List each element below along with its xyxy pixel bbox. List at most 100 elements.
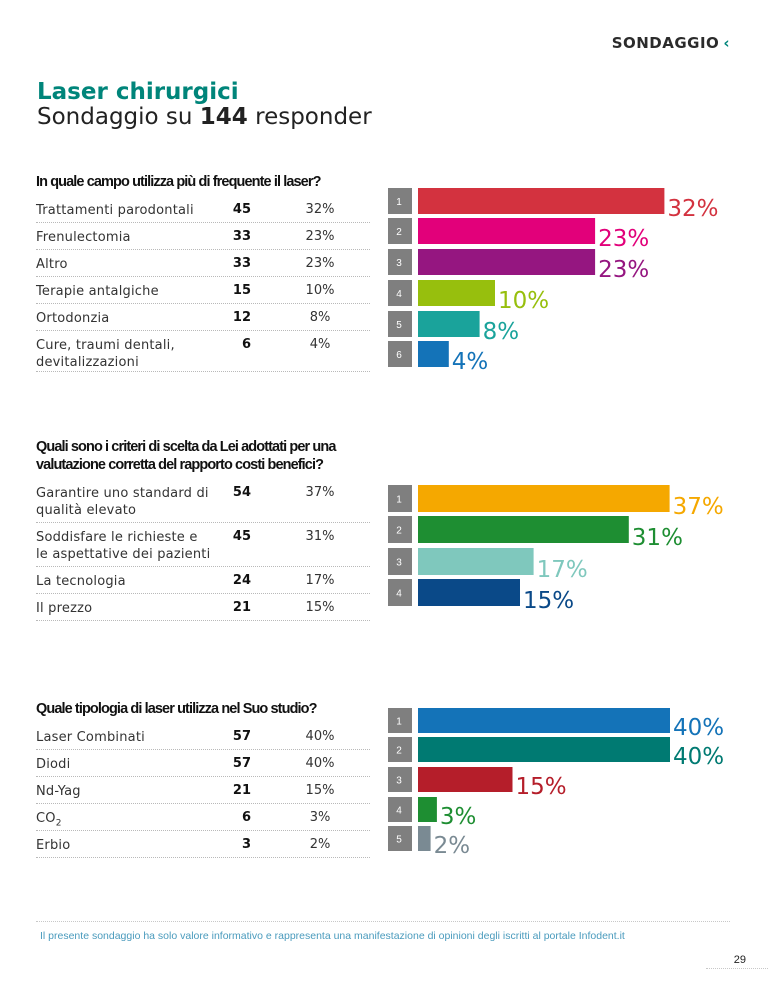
chart-bar xyxy=(418,341,449,367)
chart-bar xyxy=(418,280,495,306)
row-label: Terapie antalgiche xyxy=(36,284,159,299)
bar-value-label: 32% xyxy=(667,196,718,222)
row-label: Altro xyxy=(36,257,68,272)
bar-index-strip xyxy=(388,708,412,733)
bar-value-label: 15% xyxy=(516,774,567,800)
bar-value-label: 37% xyxy=(673,494,724,520)
bar-index-strip xyxy=(388,826,412,851)
question-1-table: Trattamenti parodontali 45 32% Frenulectomi… xyxy=(36,196,370,372)
footer-divider xyxy=(36,921,730,922)
row-label: Frenulectomia xyxy=(36,230,131,245)
bar-value-label: 3% xyxy=(440,804,477,830)
chart-bar xyxy=(418,826,431,851)
table-row: Laser Combinati 57 40% xyxy=(36,723,370,750)
bar-index-strip xyxy=(388,548,412,575)
question-3-chart: 1 40% 2 40% 3 15% 4 3% 5 2% xyxy=(388,708,724,859)
chart-bar xyxy=(418,218,596,244)
row-count: 3 xyxy=(241,837,251,852)
row-percentage: 4% xyxy=(309,337,331,352)
bar-index-strip xyxy=(388,280,412,306)
table-row: Il prezzo 21 15% xyxy=(36,594,370,621)
chart-bar xyxy=(418,579,520,606)
bar-index-label: 3 xyxy=(396,776,402,787)
bar-index-strip xyxy=(388,188,412,214)
bar-index-label: 1 xyxy=(396,197,402,208)
row-count: 57 xyxy=(232,729,251,744)
bar-index-strip xyxy=(388,311,412,337)
chart-bar xyxy=(418,737,670,762)
bar-index-strip xyxy=(388,579,412,606)
footer-note: Il presente sondaggio ha solo valore inf… xyxy=(40,930,625,942)
chart-bar xyxy=(418,708,670,733)
chart-bar xyxy=(418,548,534,575)
bar-index-strip xyxy=(388,737,412,762)
row-percentage: 15% xyxy=(305,783,335,798)
bar-value-label: 15% xyxy=(523,588,574,614)
bar-index-label: 6 xyxy=(396,350,402,361)
row-percentage: 40% xyxy=(305,729,335,744)
bar-index-label: 5 xyxy=(396,835,402,846)
row-count: 57 xyxy=(232,756,251,771)
bar-index-strip xyxy=(388,485,412,512)
row-count: 12 xyxy=(232,310,251,325)
row-count: 6 xyxy=(241,810,251,825)
table-row: La tecnologia 24 17% xyxy=(36,567,370,594)
table-row: Soddisfare le richieste e le aspettative… xyxy=(36,523,370,567)
row-percentage: 10% xyxy=(305,283,335,298)
row-label: La tecnologia xyxy=(36,574,126,589)
table-row: Ortodonzia 12 8% xyxy=(36,304,370,331)
bar-index-label: 3 xyxy=(396,558,402,569)
table-row: Garantire uno standard di qualità elevat… xyxy=(36,479,370,523)
chevron-left-icon: ‹ xyxy=(723,34,730,52)
bar-index-strip xyxy=(388,516,412,543)
bar-index-label: 5 xyxy=(396,320,402,331)
table-row: Nd-Yag 21 15% xyxy=(36,777,370,804)
row-label: Nd-Yag xyxy=(36,784,81,799)
row-count: 21 xyxy=(232,783,251,798)
row-label: Ortodonzia xyxy=(36,311,110,326)
bar-index-label: 4 xyxy=(396,289,402,300)
row-count: 15 xyxy=(232,283,251,298)
question-2-table: Garantire uno standard di qualità elevat… xyxy=(36,479,370,621)
table-row: Frenulectomia 33 23% xyxy=(36,223,370,250)
table-row: Terapie antalgiche 15 10% xyxy=(36,277,370,304)
bar-index-strip xyxy=(388,797,412,822)
row-count: 33 xyxy=(232,229,251,244)
page-number: 29 xyxy=(733,954,746,966)
chart-bar xyxy=(418,516,629,543)
page-subtitle: Sondaggio su 144 responder xyxy=(37,104,372,130)
question-1-title: In quale campo utilizza più di frequente… xyxy=(36,174,321,190)
question-2-title: Quali sono i criteri di scelta da Lei ad… xyxy=(36,439,336,473)
bar-value-label: 4% xyxy=(452,349,489,375)
section-label: SONDAGGIO ‹ xyxy=(612,34,730,52)
row-percentage: 3% xyxy=(309,810,331,825)
chart-bar xyxy=(418,485,670,512)
row-percentage: 2% xyxy=(309,837,331,852)
bar-index-strip xyxy=(388,249,412,275)
row-count: 24 xyxy=(232,573,251,588)
table-row: Altro 33 23% xyxy=(36,250,370,277)
row-percentage: 15% xyxy=(305,600,335,615)
section-label-text: SONDAGGIO xyxy=(611,34,720,52)
table-row: Erbio 3 2% xyxy=(36,831,370,858)
row-label: Diodi xyxy=(36,757,71,772)
chart-bar xyxy=(418,249,596,275)
row-label: Il prezzo xyxy=(36,601,93,616)
chart-bar xyxy=(418,797,437,822)
page-number-divider xyxy=(706,968,768,969)
bar-index-strip xyxy=(388,218,412,244)
bar-value-label: 2% xyxy=(434,833,471,859)
page-title: Laser chirurgici xyxy=(37,79,239,105)
bar-index-label: 2 xyxy=(396,227,402,238)
row-label: CO2 xyxy=(36,811,62,829)
row-percentage: 32% xyxy=(305,202,335,217)
bar-value-label: 31% xyxy=(632,525,683,551)
table-row: Diodi 57 40% xyxy=(36,750,370,777)
bar-index-strip xyxy=(388,767,412,792)
bar-value-label: 8% xyxy=(483,319,519,345)
row-count: 21 xyxy=(232,600,251,615)
chart-bar xyxy=(418,188,665,214)
bar-index-label: 4 xyxy=(396,589,402,600)
chart-bar xyxy=(418,767,513,792)
bar-index-label: 4 xyxy=(396,806,402,817)
